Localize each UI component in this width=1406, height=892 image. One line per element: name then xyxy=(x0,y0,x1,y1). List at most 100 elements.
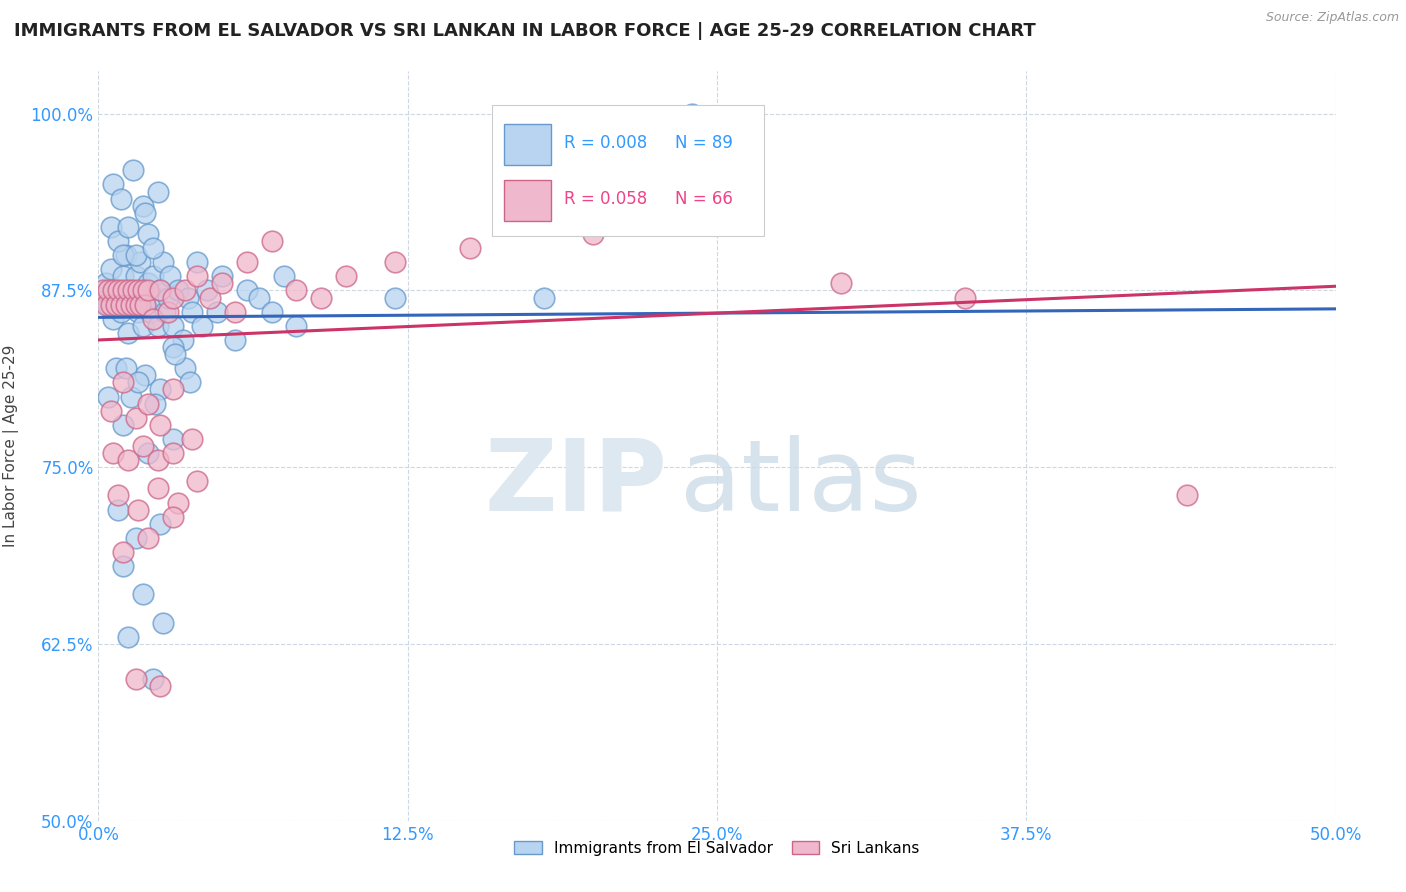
Point xyxy=(134,291,156,305)
Point xyxy=(260,234,283,248)
Point xyxy=(136,531,159,545)
Point xyxy=(159,269,181,284)
FancyBboxPatch shape xyxy=(505,180,551,221)
Point xyxy=(533,291,555,305)
Text: IMMIGRANTS FROM EL SALVADOR VS SRI LANKAN IN LABOR FORCE | AGE 25-29 CORRELATION: IMMIGRANTS FROM EL SALVADOR VS SRI LANKA… xyxy=(14,22,1036,40)
Point xyxy=(162,340,184,354)
Text: R = 0.058: R = 0.058 xyxy=(564,190,647,208)
Point xyxy=(112,545,135,559)
FancyBboxPatch shape xyxy=(492,105,763,236)
Point xyxy=(122,163,145,178)
Point xyxy=(132,199,155,213)
Point xyxy=(114,248,136,262)
Point xyxy=(136,446,159,460)
Point xyxy=(114,361,136,376)
Point xyxy=(136,227,159,241)
Point xyxy=(124,248,146,262)
Point xyxy=(174,361,197,376)
Point xyxy=(122,284,145,298)
Text: N = 89: N = 89 xyxy=(675,134,733,152)
Point xyxy=(176,291,198,305)
Point xyxy=(179,376,201,390)
Point xyxy=(285,284,308,298)
Point xyxy=(112,417,135,432)
Point xyxy=(132,318,155,333)
Point xyxy=(127,304,149,318)
Point xyxy=(103,178,125,192)
Point xyxy=(384,255,406,269)
Point xyxy=(149,516,172,531)
Legend: Immigrants from El Salvador, Sri Lankans: Immigrants from El Salvador, Sri Lankans xyxy=(509,834,925,862)
Point xyxy=(124,298,146,312)
Point xyxy=(181,304,204,318)
Point xyxy=(136,396,159,410)
Point xyxy=(117,284,139,298)
Point xyxy=(149,383,172,397)
Point xyxy=(136,284,159,298)
Point xyxy=(107,234,129,248)
Point xyxy=(146,318,169,333)
Point xyxy=(117,326,139,340)
Point xyxy=(162,446,184,460)
Point xyxy=(112,269,135,284)
Point xyxy=(142,673,165,687)
Point xyxy=(114,298,136,312)
Point xyxy=(103,311,125,326)
Point xyxy=(97,284,120,298)
Text: N = 66: N = 66 xyxy=(675,190,733,208)
Point xyxy=(124,410,146,425)
Point xyxy=(97,390,120,404)
Point xyxy=(174,284,197,298)
Point xyxy=(110,304,132,318)
Point xyxy=(122,291,145,305)
Point xyxy=(120,284,142,298)
Point xyxy=(104,284,127,298)
Point xyxy=(127,502,149,516)
Point xyxy=(104,361,127,376)
Point xyxy=(830,277,852,291)
Point xyxy=(162,432,184,446)
Point xyxy=(132,284,155,298)
Point xyxy=(134,368,156,383)
Point xyxy=(112,248,135,262)
Point xyxy=(166,284,188,298)
Point xyxy=(156,291,179,305)
Point xyxy=(156,304,179,318)
Text: atlas: atlas xyxy=(681,435,921,532)
Point xyxy=(94,277,117,291)
Point xyxy=(236,255,259,269)
Point xyxy=(132,587,155,601)
Point xyxy=(1175,488,1198,502)
Point xyxy=(100,219,122,234)
Point xyxy=(117,453,139,467)
Point xyxy=(236,284,259,298)
Point xyxy=(103,284,125,298)
Point xyxy=(100,262,122,277)
Point xyxy=(166,495,188,509)
Point xyxy=(107,488,129,502)
Point xyxy=(146,185,169,199)
Point xyxy=(195,284,218,298)
Point xyxy=(191,318,214,333)
Point xyxy=(273,269,295,284)
Point xyxy=(384,291,406,305)
Point xyxy=(681,107,703,121)
Point xyxy=(162,383,184,397)
Point xyxy=(93,291,115,305)
Point xyxy=(124,531,146,545)
Point xyxy=(120,298,142,312)
Point xyxy=(107,284,129,298)
Point xyxy=(139,304,162,318)
Y-axis label: In Labor Force | Age 25-29: In Labor Force | Age 25-29 xyxy=(3,345,20,547)
Point xyxy=(127,376,149,390)
Point xyxy=(260,304,283,318)
Point xyxy=(205,304,228,318)
Point xyxy=(198,291,221,305)
Point xyxy=(93,284,115,298)
Point xyxy=(162,509,184,524)
Point xyxy=(112,559,135,574)
Point xyxy=(143,291,166,305)
Point xyxy=(582,227,605,241)
Point xyxy=(112,376,135,390)
Point xyxy=(186,255,208,269)
